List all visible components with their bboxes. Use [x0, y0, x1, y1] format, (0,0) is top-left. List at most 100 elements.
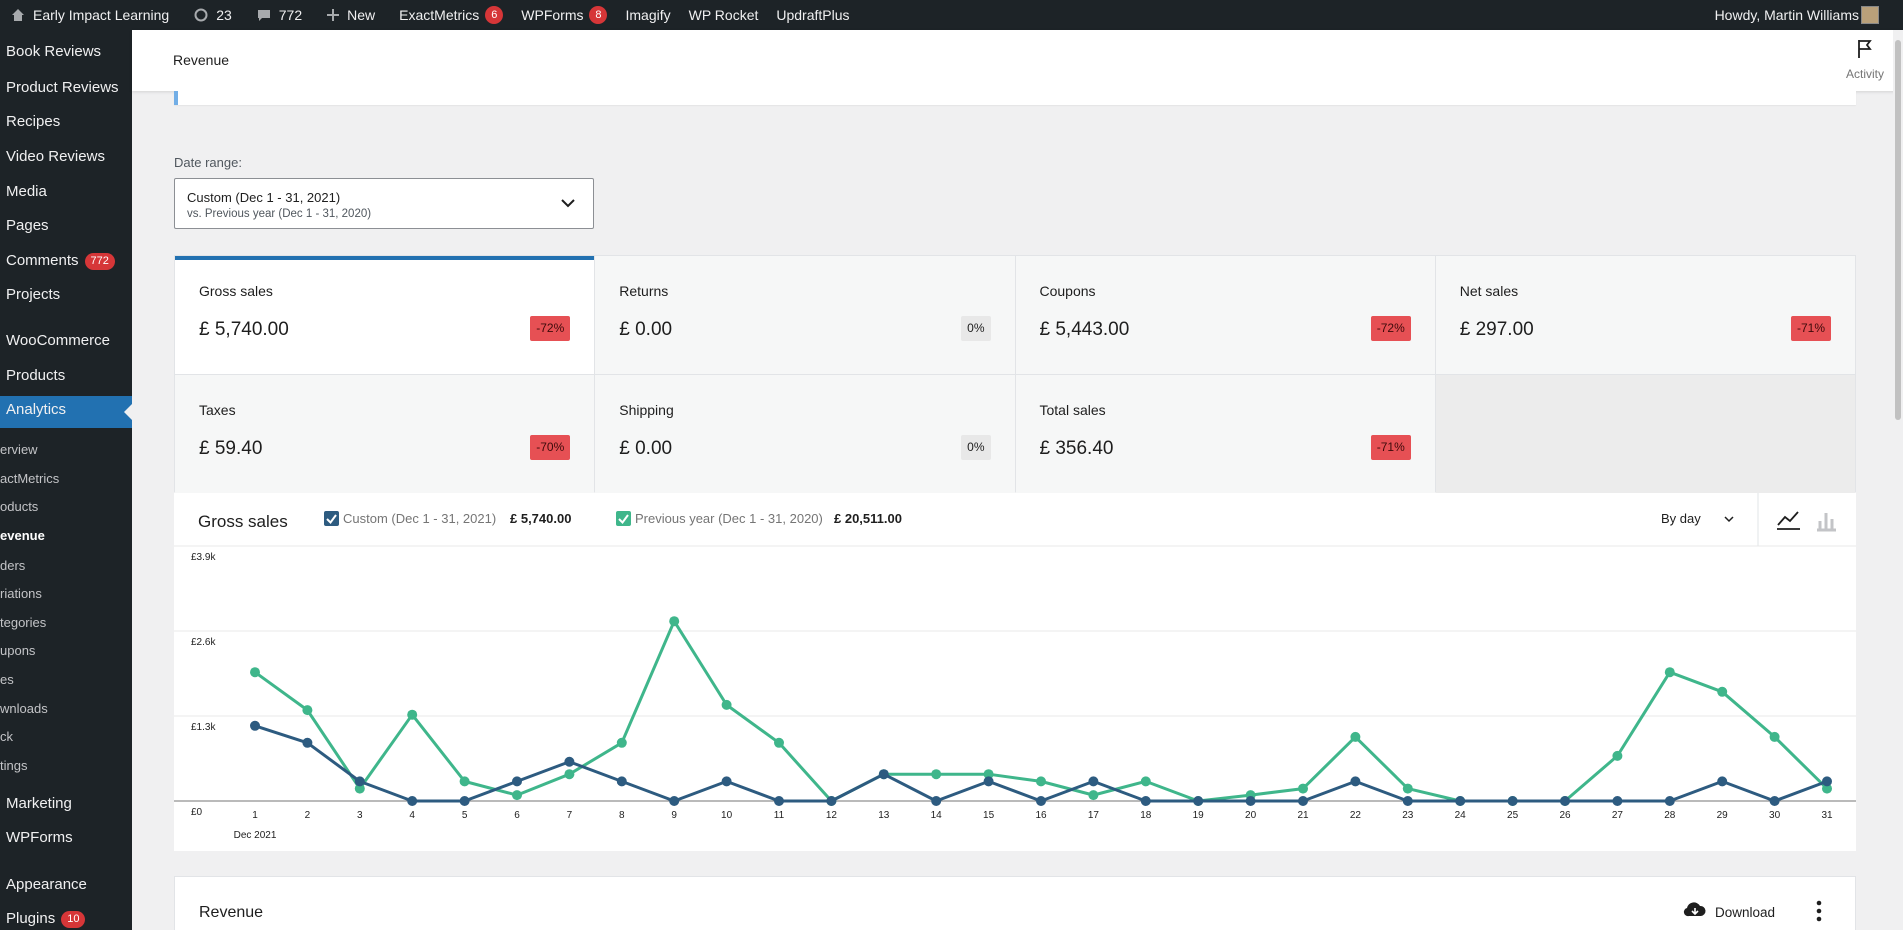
data-point[interactable]	[250, 667, 260, 678]
data-point[interactable]	[1088, 790, 1099, 801]
plugin-item[interactable]: UpdraftPlus	[776, 7, 849, 23]
date-range-select[interactable]: Custom (Dec 1 - 31, 2021) vs. Previous y…	[174, 178, 594, 229]
plugin-name[interactable]: ExactMetrics	[399, 7, 480, 23]
submenu-item[interactable]: ck	[0, 729, 13, 744]
menu-item[interactable]: Products	[6, 367, 65, 384]
line-chart-icon[interactable]	[1777, 511, 1800, 530]
data-point[interactable]	[512, 790, 522, 801]
download-button[interactable]: Download	[1715, 905, 1776, 920]
data-point[interactable]	[1664, 796, 1675, 806]
submenu-item[interactable]: riations	[0, 586, 42, 601]
data-point[interactable]	[1193, 796, 1204, 806]
summary-card[interactable]: Net sales £ 297.00 -71%	[1435, 256, 1855, 374]
data-point[interactable]	[1245, 796, 1256, 806]
data-point[interactable]	[354, 776, 365, 787]
data-point[interactable]	[616, 737, 627, 748]
submenu-item[interactable]: evenue	[0, 528, 45, 543]
menu-item[interactable]: Video Reviews	[6, 148, 105, 165]
plugin-item[interactable]: ExactMetrics 6	[399, 6, 504, 24]
legend-item[interactable]: Previous year (Dec 1 - 31, 2020) £ 20,511…	[616, 511, 902, 526]
data-point[interactable]	[1612, 750, 1623, 761]
site-link[interactable]: Early Impact Learning	[33, 7, 170, 23]
data-point[interactable]	[1822, 776, 1832, 787]
submenu-item[interactable]: oducts	[0, 499, 38, 514]
bar-chart-icon[interactable]	[1817, 513, 1836, 532]
comments-link[interactable]: 772	[278, 7, 303, 23]
menu-item[interactable]: Analytics	[6, 401, 66, 418]
data-point[interactable]	[1560, 796, 1570, 806]
menu-item[interactable]: Comments 772	[6, 252, 115, 270]
data-point[interactable]	[669, 616, 680, 627]
data-point[interactable]	[1140, 776, 1151, 787]
data-point[interactable]	[1350, 731, 1361, 742]
scrollbar-thumb[interactable]	[1895, 40, 1901, 420]
data-point[interactable]	[564, 756, 575, 767]
submenu-item[interactable]: erview	[0, 442, 38, 457]
submenu-item[interactable]: ders	[0, 558, 25, 573]
data-point[interactable]	[983, 776, 994, 787]
data-point[interactable]	[1036, 776, 1046, 787]
data-point[interactable]	[1612, 796, 1623, 806]
menu-item[interactable]: Product Reviews	[6, 79, 119, 96]
plugin-name[interactable]: WP Rocket	[688, 7, 759, 23]
data-point[interactable]	[721, 776, 732, 787]
data-point[interactable]	[1402, 796, 1413, 806]
summary-card[interactable]: Gross sales £ 5,740.00 -72%	[175, 256, 595, 374]
submenu-item[interactable]: upons	[0, 643, 35, 658]
data-point[interactable]	[1507, 796, 1518, 806]
data-point[interactable]	[1455, 796, 1466, 806]
summary-card[interactable]: Shipping £ 0.00 0%	[595, 375, 1015, 493]
data-point[interactable]	[1350, 776, 1361, 787]
data-point[interactable]	[1822, 783, 1832, 794]
data-point[interactable]	[250, 720, 260, 731]
data-point[interactable]	[1036, 796, 1046, 806]
plugin-name[interactable]: WPForms	[521, 7, 584, 23]
plugin-name[interactable]: Imagify	[625, 7, 671, 23]
summary-card[interactable]: Returns £ 0.00 0%	[595, 256, 1015, 374]
menu-item[interactable]: WooCommerce	[6, 332, 110, 349]
more-menu[interactable]	[1815, 899, 1823, 923]
submenu-item[interactable]: es	[0, 672, 14, 687]
menu-item[interactable]: Plugins 10	[6, 910, 86, 928]
data-point[interactable]	[302, 737, 313, 748]
menu-item[interactable]: Media	[6, 183, 47, 200]
submenu-item[interactable]: tings	[0, 758, 27, 773]
activity-label[interactable]: Activity	[1845, 67, 1884, 81]
data-point[interactable]	[1402, 783, 1413, 794]
avatar[interactable]	[1861, 6, 1879, 24]
data-point[interactable]	[564, 769, 575, 780]
data-point[interactable]	[931, 769, 942, 780]
data-point[interactable]	[669, 796, 680, 806]
menu-item[interactable]: Marketing	[6, 795, 72, 812]
data-point[interactable]	[878, 769, 889, 780]
data-point[interactable]	[1664, 667, 1675, 678]
plugin-item[interactable]: WPForms 8	[521, 6, 608, 24]
data-point[interactable]	[774, 737, 784, 748]
submenu-item[interactable]: actMetrics	[0, 471, 59, 486]
data-point[interactable]	[774, 796, 784, 806]
data-point[interactable]	[1088, 776, 1099, 787]
submenu-item[interactable]: wnloads	[0, 701, 48, 716]
plugin-item[interactable]: Imagify	[625, 7, 670, 23]
summary-card[interactable]: Taxes £ 59.40 -70%	[175, 375, 595, 493]
submenu-item[interactable]: tegories	[0, 615, 46, 630]
data-point[interactable]	[407, 709, 418, 720]
data-point[interactable]	[302, 705, 313, 716]
activity-icon[interactable]	[1855, 38, 1875, 60]
data-point[interactable]	[1140, 796, 1151, 806]
summary-card[interactable]: Coupons £ 5,443.00 -72%	[1015, 256, 1435, 374]
data-point[interactable]	[1298, 783, 1308, 794]
plugin-item[interactable]: WP Rocket	[689, 7, 759, 23]
greeting[interactable]: Howdy, Martin Williams	[1714, 7, 1859, 23]
menu-item[interactable]: Appearance	[6, 876, 87, 893]
data-point[interactable]	[512, 776, 522, 787]
summary-card[interactable]: Total sales £ 356.40 -71%	[1015, 375, 1435, 493]
data-point[interactable]	[931, 796, 942, 806]
data-point[interactable]	[616, 776, 627, 787]
data-point[interactable]	[459, 796, 470, 806]
data-point[interactable]	[1769, 796, 1780, 806]
updates-link[interactable]: 23	[216, 7, 232, 23]
data-point[interactable]	[354, 783, 365, 794]
menu-item[interactable]: Book Reviews	[6, 43, 101, 60]
data-point[interactable]	[1717, 686, 1728, 697]
